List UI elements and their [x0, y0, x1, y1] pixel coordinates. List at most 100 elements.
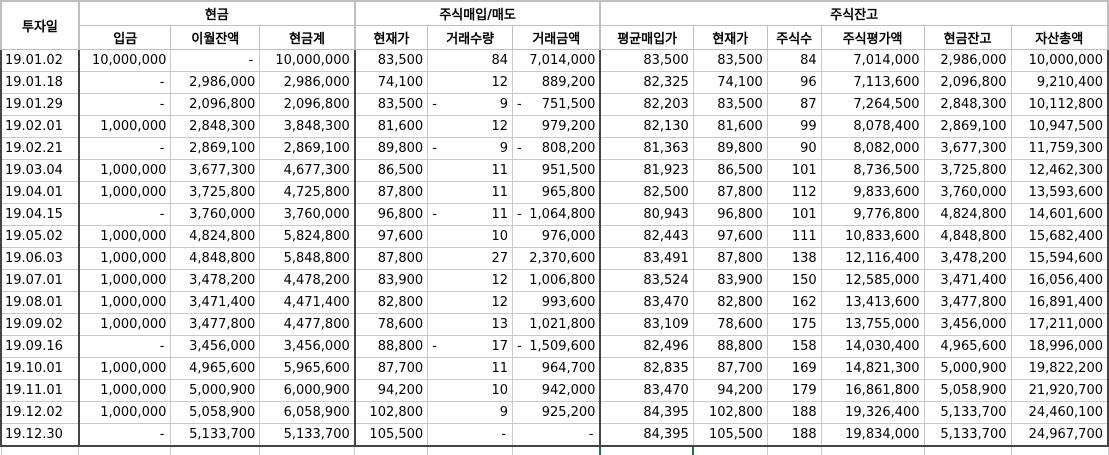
cell-deposit[interactable]: 1,000,000	[78, 159, 172, 182]
cell-total-assets[interactable]: 24,460,100	[1010, 401, 1109, 424]
cell-trade-amount[interactable]: 7,014,000	[512, 49, 602, 72]
cell-current-price[interactable]: 86,500	[354, 159, 429, 182]
cell-cash-balance[interactable]: 3,456,000	[923, 313, 1012, 336]
cell-trade-amount[interactable]: 889,200	[512, 71, 602, 94]
cell-trade-qty[interactable]: 12	[427, 291, 514, 314]
cell-current-price-2[interactable]: 87,700	[692, 357, 768, 380]
cell-deposit[interactable]: 10,000,000	[78, 49, 172, 72]
cell-carried-balance[interactable]: 3,760,000	[170, 203, 261, 226]
cell-trade-amount[interactable]: 951,500	[512, 159, 602, 182]
cell-carried-balance[interactable]: 5,058,900	[170, 401, 261, 424]
cell-cash-total[interactable]: 5,965,600	[259, 357, 356, 380]
cell-trade-amount[interactable]: 993,600	[512, 291, 602, 314]
cell-carried-balance[interactable]: 3,456,000	[170, 335, 261, 358]
header-stock-value[interactable]: 주식평가액	[820, 25, 925, 50]
cell-cash-balance[interactable]: 4,824,800	[923, 203, 1012, 226]
cell-trade-qty[interactable]: 11	[427, 181, 514, 204]
cell-current-price[interactable]: 87,800	[354, 181, 429, 204]
empty-cell[interactable]	[259, 445, 356, 455]
cell-cash-total[interactable]: 4,478,200	[259, 269, 356, 292]
cell-shares[interactable]: 90	[766, 137, 822, 160]
cell-avg-price[interactable]: 82,496	[599, 335, 694, 358]
cell-stock-value[interactable]: 19,326,400	[820, 401, 925, 424]
cell-cash-total[interactable]: 6,058,900	[259, 401, 356, 424]
cell-cash-total[interactable]: 5,848,800	[259, 247, 356, 270]
cell-carried-balance[interactable]: 4,824,800	[170, 225, 261, 248]
cell-total-assets[interactable]: 15,682,400	[1010, 225, 1109, 248]
cell-stock-value[interactable]: 16,861,800	[820, 379, 925, 402]
cell-current-price[interactable]: 87,800	[354, 247, 429, 270]
cell-carried-balance[interactable]: 5,000,900	[170, 379, 261, 402]
cell-trade-qty[interactable]: - 11	[427, 203, 514, 226]
cell-avg-price[interactable]: 82,443	[599, 225, 694, 248]
cell-total-assets[interactable]: 10,112,800	[1010, 93, 1109, 116]
cell-carried-balance[interactable]: 4,965,600	[170, 357, 261, 380]
cell-shares[interactable]: 84	[766, 49, 822, 72]
cell-trade-qty[interactable]: 27	[427, 247, 514, 270]
cell-date[interactable]: 19.02.01	[0, 115, 80, 138]
cell-shares[interactable]: 138	[766, 247, 822, 270]
group-header-trade[interactable]: 주식매입/매도	[354, 0, 602, 26]
header-cash-total[interactable]: 현금계	[259, 25, 356, 50]
cell-trade-amount[interactable]: 925,200	[512, 401, 602, 424]
cell-carried-balance[interactable]: 5,133,700	[170, 423, 261, 447]
cell-date[interactable]: 19.10.01	[0, 357, 80, 380]
cell-avg-price[interactable]: 82,835	[599, 357, 694, 380]
cell-cash-total[interactable]: 4,477,800	[259, 313, 356, 336]
cell-avg-price[interactable]: 83,500	[599, 49, 694, 72]
cell-avg-price[interactable]: 81,363	[599, 137, 694, 160]
cell-cash-balance[interactable]: 3,760,000	[923, 181, 1012, 204]
cell-deposit[interactable]: 1,000,000	[78, 401, 172, 424]
cell-current-price[interactable]: 105,500	[354, 423, 429, 447]
cell-current-price[interactable]: 83,500	[354, 93, 429, 116]
cell-trade-qty[interactable]: - 17	[427, 335, 514, 358]
cell-avg-price[interactable]: 83,470	[599, 291, 694, 314]
cell-trade-amount[interactable]: -1,064,800	[512, 203, 602, 226]
cell-shares[interactable]: 99	[766, 115, 822, 138]
cell-total-assets[interactable]: 21,920,700	[1010, 379, 1109, 402]
cell-trade-qty[interactable]: 9	[427, 401, 514, 424]
cell-current-price-2[interactable]: 105,500	[692, 423, 768, 447]
cell-current-price[interactable]: 83,500	[354, 49, 429, 72]
cell-carried-balance[interactable]: 3,725,800	[170, 181, 261, 204]
cell-shares[interactable]: 169	[766, 357, 822, 380]
cell-stock-value[interactable]: 12,116,400	[820, 247, 925, 270]
cell-date[interactable]: 19.02.21	[0, 137, 80, 160]
cell-deposit[interactable]: -	[78, 203, 172, 226]
cell-stock-value[interactable]: 12,585,000	[820, 269, 925, 292]
cell-current-price-2[interactable]: 97,600	[692, 225, 768, 248]
cell-total-assets[interactable]: 17,211,000	[1010, 313, 1109, 336]
cell-stock-value[interactable]: 8,082,000	[820, 137, 925, 160]
cell-cash-total[interactable]: 4,725,800	[259, 181, 356, 204]
cell-avg-price[interactable]: 82,325	[599, 71, 694, 94]
empty-cell[interactable]	[170, 445, 261, 455]
cell-trade-amount[interactable]: 976,000	[512, 225, 602, 248]
empty-cell[interactable]	[923, 445, 1012, 455]
cell-trade-amount[interactable]: 942,000	[512, 379, 602, 402]
cell-stock-value[interactable]: 8,078,400	[820, 115, 925, 138]
cell-trade-amount[interactable]: 1,021,800	[512, 313, 602, 336]
cell-deposit[interactable]: -	[78, 71, 172, 94]
cell-trade-qty[interactable]: -	[427, 423, 514, 447]
cell-shares[interactable]: 179	[766, 379, 822, 402]
cell-cash-total[interactable]: 2,986,000	[259, 71, 356, 94]
cell-deposit[interactable]: 1,000,000	[78, 225, 172, 248]
cell-cash-balance[interactable]: 3,478,200	[923, 247, 1012, 270]
cell-avg-price[interactable]: 83,491	[599, 247, 694, 270]
cell-current-price-2[interactable]: 86,500	[692, 159, 768, 182]
cell-total-assets[interactable]: 11,759,300	[1010, 137, 1109, 160]
group-header-holdings[interactable]: 주식잔고	[599, 0, 1109, 26]
cell-stock-value[interactable]: 19,834,000	[820, 423, 925, 447]
cell-stock-value[interactable]: 14,821,300	[820, 357, 925, 380]
cell-total-assets[interactable]: 9,210,400	[1010, 71, 1109, 94]
cell-stock-value[interactable]: 10,833,600	[820, 225, 925, 248]
cell-trade-amount[interactable]: - 751,500	[512, 93, 602, 116]
cell-stock-value[interactable]: 13,413,600	[820, 291, 925, 314]
cell-carried-balance[interactable]: 4,848,800	[170, 247, 261, 270]
cell-deposit[interactable]: 1,000,000	[78, 269, 172, 292]
cell-avg-price[interactable]: 83,470	[599, 379, 694, 402]
cell-trade-qty[interactable]: 12	[427, 115, 514, 138]
cell-cash-total[interactable]: 10,000,000	[259, 49, 356, 72]
cell-current-price[interactable]: 74,100	[354, 71, 429, 94]
cell-date[interactable]: 19.04.15	[0, 203, 80, 226]
